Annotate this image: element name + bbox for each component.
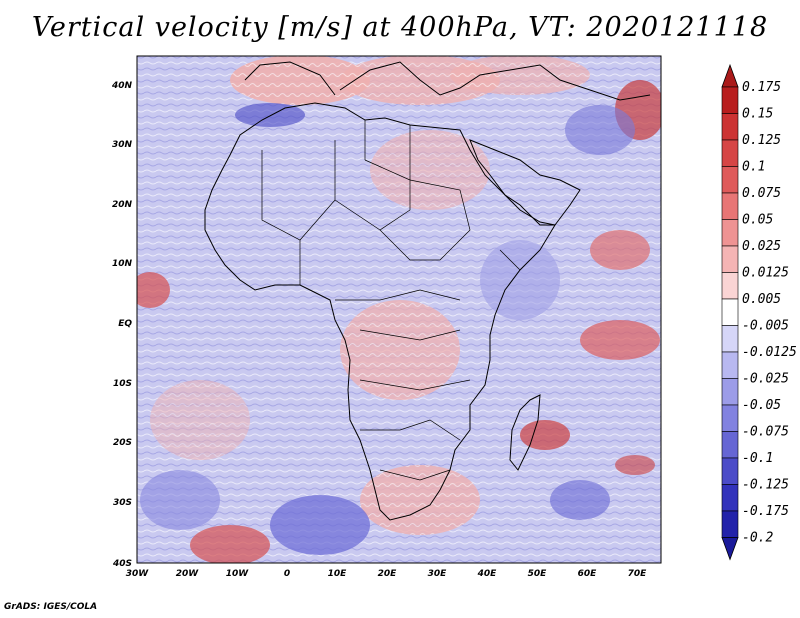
lon-tick: 10E xyxy=(328,569,348,579)
positive-region xyxy=(450,56,590,95)
longitude-axis: 30W 20W 10W 0 10E 20E 30E 40E 50E 60E 70… xyxy=(126,569,647,579)
colorbar-label: 0.075 xyxy=(742,186,781,201)
colorbar-swatch xyxy=(721,113,739,141)
colorbar-label: 0.125 xyxy=(742,133,781,148)
colorbar-label: -0.005 xyxy=(742,319,789,334)
colorbar-label: -0.175 xyxy=(742,504,789,519)
colorbar-swatch xyxy=(721,192,739,220)
lon-tick: 0 xyxy=(284,569,290,579)
colorbar-label: -0.125 xyxy=(742,478,789,493)
strong-negative-region xyxy=(235,103,305,127)
positive-region xyxy=(230,56,370,105)
colorbar-swatch xyxy=(721,245,739,273)
colorbar-swatch xyxy=(721,404,739,432)
arabia-coastline xyxy=(469,139,581,226)
colorbar-swatch xyxy=(721,457,739,485)
colorbar-label: -0.075 xyxy=(742,425,789,440)
colorbar-swatch xyxy=(721,166,739,194)
colorbar-bottom-arrow xyxy=(721,537,739,561)
colorbar-label: 0.175 xyxy=(742,80,781,95)
colorbar-swatch xyxy=(721,510,739,538)
strong-positive-region xyxy=(190,525,270,563)
colorbar-label: 0.005 xyxy=(742,292,781,307)
negative-region xyxy=(140,470,220,530)
colorbar-swatch xyxy=(721,351,739,379)
lat-tick: 40S xyxy=(112,559,132,569)
lon-tick: 70E xyxy=(628,569,648,579)
strong-positive-region xyxy=(520,420,570,450)
lon-tick: 50E xyxy=(528,569,548,579)
colorbar-label: -0.0125 xyxy=(742,345,797,360)
strong-positive-region xyxy=(137,272,170,308)
colorbar-swatch xyxy=(721,431,739,459)
map-frame xyxy=(136,55,662,564)
colorbar-swatch xyxy=(721,219,739,247)
europe-coastline xyxy=(244,61,651,101)
colorbar-swatch xyxy=(721,325,739,353)
colorbar-swatch xyxy=(721,298,739,326)
positive-region xyxy=(590,230,650,270)
lat-tick: EQ xyxy=(118,319,132,329)
positive-region xyxy=(360,465,480,535)
negative-region xyxy=(270,495,370,555)
negative-region xyxy=(550,480,610,520)
lat-tick: 10N xyxy=(112,259,133,269)
lat-tick: 30S xyxy=(113,498,132,508)
lat-tick: 20S xyxy=(113,438,132,448)
colorbar-swatch xyxy=(721,272,739,300)
lat-tick: 20N xyxy=(112,200,133,210)
lon-tick: 20E xyxy=(378,569,398,579)
colorbar-label: -0.05 xyxy=(742,398,781,413)
colorbar: 0.175 0.15 0.125 0.1 0.075 0.05 0.025 0.0125 0.0… xyxy=(721,63,797,561)
madagascar-coastline xyxy=(509,394,541,471)
positive-region xyxy=(150,380,250,460)
lon-tick: 60E xyxy=(578,569,598,579)
colorbar-label: 0.15 xyxy=(742,107,773,122)
lat-tick: 40N xyxy=(111,81,133,91)
colorbar-label: -0.025 xyxy=(742,372,789,387)
latitude-axis: 40N 30N 20N 10N EQ 10S 20S 30S 40S xyxy=(111,81,133,569)
lon-tick: 40E xyxy=(477,569,498,579)
colorbar-swatch xyxy=(721,139,739,167)
colorbar-label: 0.1 xyxy=(742,160,765,175)
strong-positive-region xyxy=(615,455,655,475)
map-title: Vertical velocity [m/s] at 400hPa, VT: 2… xyxy=(31,12,769,43)
negative-region xyxy=(565,105,635,155)
colorbar-label: 0.05 xyxy=(742,213,773,228)
colorbar-swatch xyxy=(721,378,739,406)
positive-region xyxy=(340,300,460,400)
colorbar-label: -0.1 xyxy=(742,451,773,466)
colorbar-label: 0.0125 xyxy=(742,266,789,281)
colorbar-swatch xyxy=(721,86,739,114)
lon-tick: 10W xyxy=(226,569,250,579)
vertical-velocity-field xyxy=(137,56,661,563)
credit-label: GrADS: IGES/COLA xyxy=(4,602,98,612)
lat-tick: 10S xyxy=(113,379,132,389)
lat-tick: 30N xyxy=(112,140,133,150)
lon-tick: 30E xyxy=(428,569,448,579)
lon-tick: 30W xyxy=(126,569,150,579)
country-borders xyxy=(261,120,521,481)
colorbar-swatch xyxy=(721,484,739,512)
negative-region xyxy=(480,240,560,320)
lon-tick: 20W xyxy=(176,569,200,579)
africa-coastline xyxy=(204,102,556,521)
colorbar-top-arrow xyxy=(721,63,739,88)
colorbar-label: 0.025 xyxy=(742,239,781,254)
colorbar-label: -0.2 xyxy=(742,531,773,546)
positive-region xyxy=(580,320,660,360)
